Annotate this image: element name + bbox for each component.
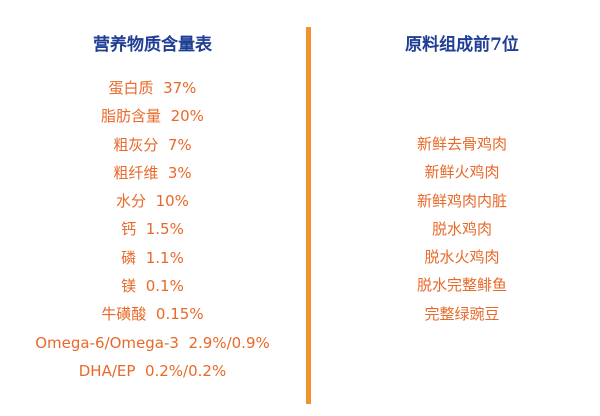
list-item: 新鲜鸡肉内脏 xyxy=(416,191,507,210)
list-item: DHA/EP 0.2%/0.2% xyxy=(78,361,227,380)
list-item: 脂肪含量 20% xyxy=(101,107,204,126)
list-item: 脱水鸡肉 xyxy=(431,219,492,238)
list-item: 镁 0.1% xyxy=(121,277,184,296)
list-item: 钙 1.5% xyxy=(121,220,184,239)
list-item: 牛磺酸 0.15% xyxy=(101,305,204,324)
list-item: 脱水火鸡肉 xyxy=(424,248,500,267)
column-divider xyxy=(306,27,311,404)
ingredients-list: 新鲜去骨鸡肉 新鲜火鸡肉 新鲜鸡肉内脏 脱水鸡肉 脱水火鸡肉 脱水完整鲱鱼 完整… xyxy=(312,132,600,330)
nutrition-title: 营养物质含量表 xyxy=(93,35,212,55)
ingredients-title: 原料组成前7位 xyxy=(405,35,519,55)
list-item: 脱水完整鲱鱼 xyxy=(416,276,507,295)
nutrition-list: 蛋白质 37% 脂肪含量 20% 粗灰分 7% 粗纤维 3% 水分 10% 钙 … xyxy=(0,76,305,387)
list-item: 粗纤维 3% xyxy=(113,163,192,182)
list-item: 完整绿豌豆 xyxy=(424,304,500,323)
list-item: Omega-6/Omega-3 2.9%/0.9% xyxy=(35,333,270,352)
list-item: 新鲜去骨鸡肉 xyxy=(416,135,507,153)
list-item: 粗灰分 7% xyxy=(113,135,192,154)
list-item: 磷 1.1% xyxy=(121,248,184,267)
list-item: 新鲜火鸡肉 xyxy=(424,163,500,182)
list-item: 水分 10% xyxy=(116,192,189,211)
list-item: 蛋白质 37% xyxy=(108,79,197,97)
